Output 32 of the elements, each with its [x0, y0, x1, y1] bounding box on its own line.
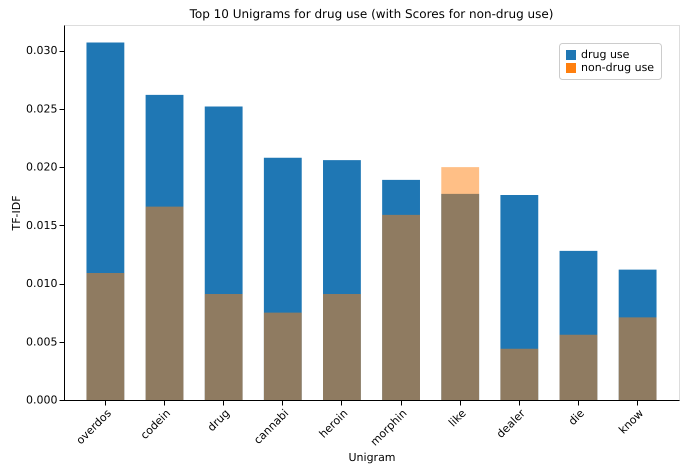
y-tick-label: 0.025: [26, 102, 58, 116]
y-tick-label: 0.020: [26, 160, 58, 174]
bar: [618, 270, 657, 400]
bar: [382, 214, 420, 400]
y-tick-label: 0.030: [26, 44, 58, 58]
bar: [264, 312, 302, 400]
bar: [560, 334, 598, 400]
legend-label: drug use: [581, 48, 630, 61]
y-tick-label: 0.005: [26, 335, 58, 348]
bar: [204, 106, 243, 400]
y-tick-label: 0.015: [26, 218, 58, 232]
x-tick-label: die: [566, 406, 588, 428]
legend-label: non-drug use: [581, 61, 654, 74]
y-tick-label: 0.000: [26, 394, 58, 406]
bar: [146, 94, 184, 400]
bar: [204, 294, 243, 400]
x-tick-label: like: [446, 406, 469, 430]
y-axis-title: TF-IDF: [10, 195, 24, 232]
bar: [500, 348, 538, 400]
bar: [382, 180, 420, 400]
bar: [146, 206, 184, 400]
bar: [323, 294, 361, 400]
y-tick-label: 0.010: [26, 277, 58, 290]
x-axis-title: Unigram: [348, 450, 396, 464]
bar: [86, 42, 124, 400]
bar: [264, 158, 302, 400]
bar: [86, 273, 124, 400]
bar: [323, 160, 361, 400]
bar: [500, 195, 538, 400]
bar: [618, 317, 657, 400]
chart-title: Top 10 Unigrams for drug use (with Scores for non-drug use): [188, 7, 554, 21]
bar: [560, 250, 598, 400]
